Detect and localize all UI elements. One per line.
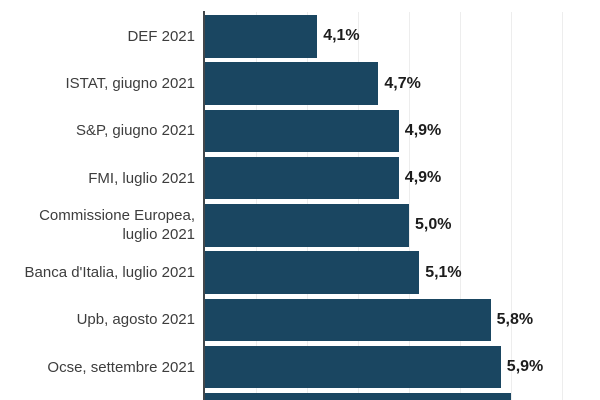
category-label-line: Upb, agosto 2021: [76, 311, 195, 329]
y-axis-line: [202, 11, 205, 400]
category-label: DEF 2021: [0, 15, 195, 58]
category-label-line: luglio 2021: [122, 226, 195, 244]
gridline: [460, 12, 461, 400]
value-label: 5,8%: [496, 310, 534, 328]
category-label: ISTAT, giugno 2021: [0, 62, 195, 105]
category-label-line: DEF 2021: [127, 27, 195, 45]
bar: [205, 204, 409, 247]
value-label: 4,9%: [404, 121, 442, 139]
bar: [205, 62, 379, 105]
category-label: Commissione Europea, luglio 2021: [0, 204, 195, 247]
category-label-line: Ocse, settembre 2021: [47, 358, 195, 376]
bar: [205, 15, 318, 58]
value-label: 5,0%: [415, 216, 452, 234]
bar: [205, 251, 420, 294]
gridline: [409, 12, 410, 400]
bar-partial: [205, 393, 511, 400]
category-label-line: Commissione Europea,: [39, 207, 195, 225]
category-label: Ocse, settembre 2021: [0, 346, 195, 389]
category-label-line: FMI, luglio 2021: [88, 169, 195, 187]
value-label: 4,7%: [384, 74, 421, 92]
gridline: [511, 12, 512, 400]
bar: [205, 156, 399, 200]
category-label: Banca d'Italia, luglio 2021: [0, 251, 196, 294]
category-label-line: ISTAT, giugno 2021: [65, 75, 195, 92]
value-label: 5,1%: [425, 263, 462, 281]
category-label-line: Banca d'Italia, luglio 2021: [24, 264, 196, 281]
bar: [205, 298, 491, 341]
value-label: 4,9%: [404, 169, 442, 186]
bar: [205, 109, 399, 152]
value-label: 5,9%: [506, 358, 544, 375]
value-label: 4,1%: [323, 27, 360, 45]
bar: [205, 345, 501, 389]
category-label-line: S&P, giugno 2021: [76, 122, 195, 140]
category-label: Upb, agosto 2021: [0, 299, 195, 342]
category-label: FMI, luglio 2021: [0, 157, 195, 200]
gridline: [562, 12, 563, 400]
category-label: S&P, giugno 2021: [0, 110, 195, 153]
